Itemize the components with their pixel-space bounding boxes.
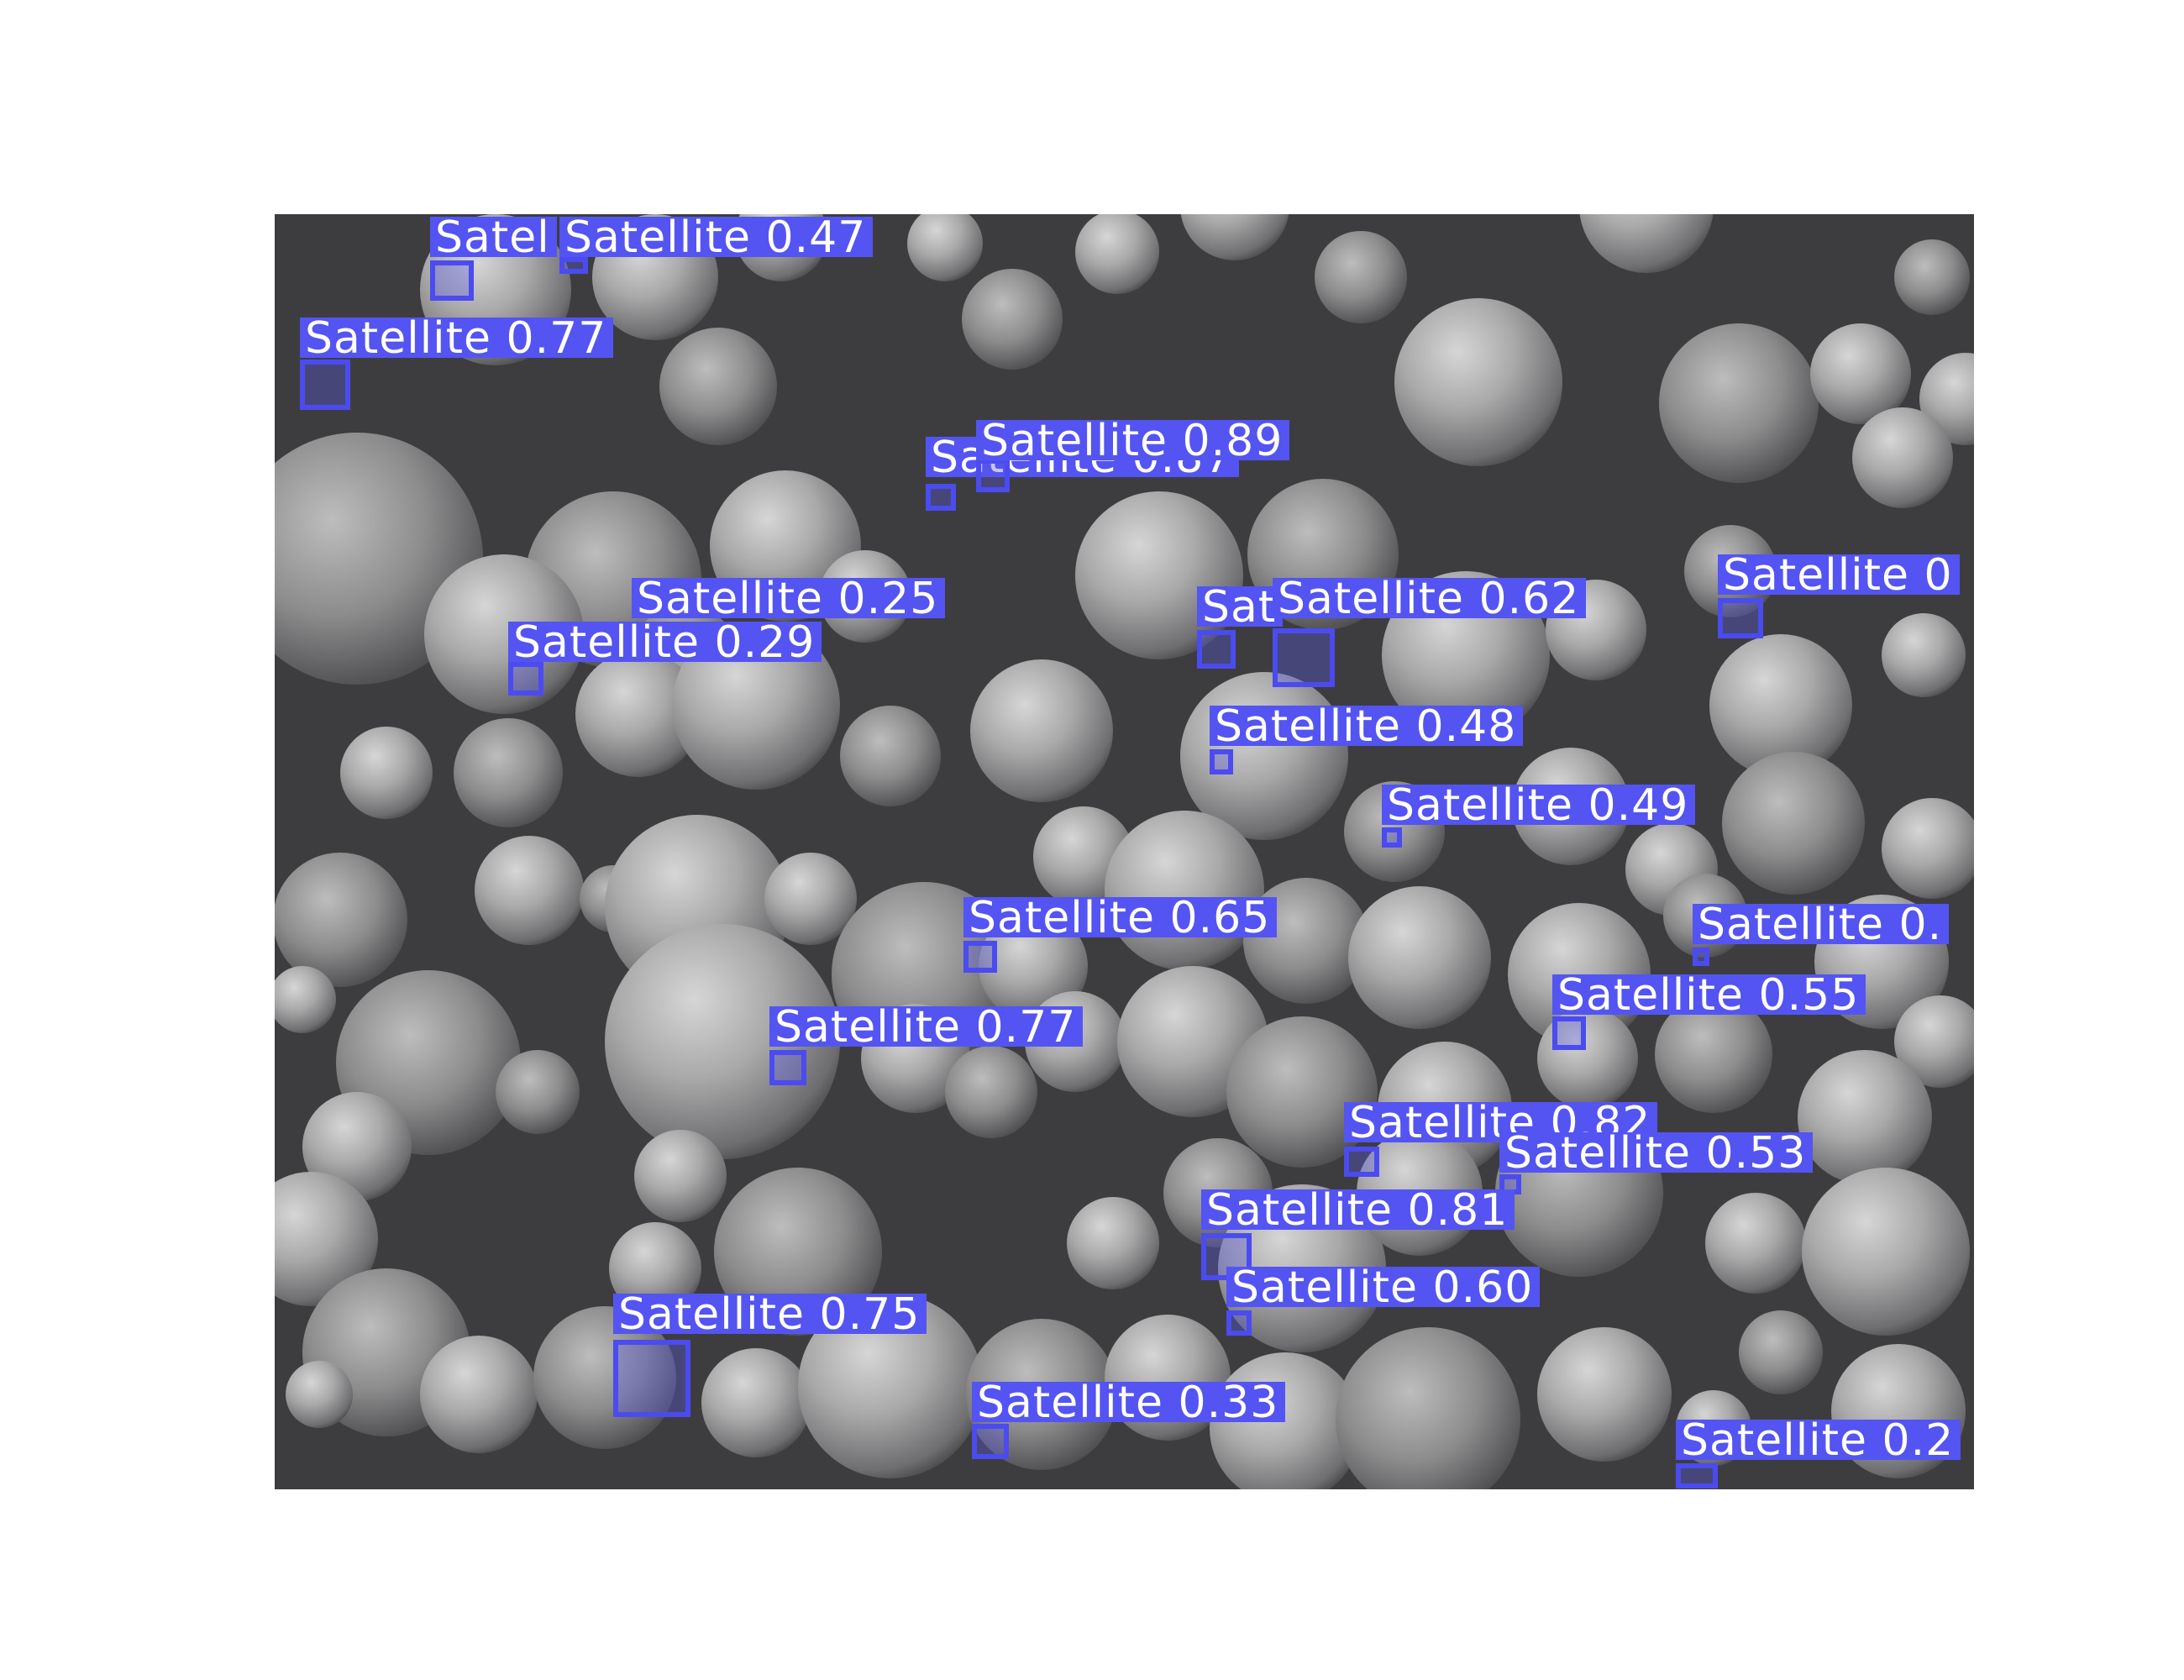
- powder-particle: [1067, 1197, 1159, 1289]
- powder-particle: [1394, 298, 1562, 466]
- powder-particle: [1659, 323, 1819, 483]
- powder-particle: [1894, 239, 1970, 315]
- detection-label: Sat: [1197, 586, 1284, 627]
- powder-particle: [1579, 214, 1714, 273]
- detection-label: Satellite 0.48: [1210, 706, 1524, 746]
- powder-particle: [1180, 214, 1289, 260]
- detection-box: [963, 941, 997, 973]
- powder-particle: [275, 853, 407, 987]
- detection-box: [1552, 1016, 1586, 1050]
- powder-particle: [1226, 1016, 1378, 1168]
- detection-box: [976, 459, 1010, 492]
- powder-particle: [1315, 231, 1407, 323]
- detection-label: Satellite 0.62: [1273, 578, 1587, 618]
- powder-particle: [575, 651, 701, 777]
- powder-particle: [496, 1050, 580, 1134]
- detection-label: Satellite 0.55: [1552, 974, 1866, 1015]
- powder-particle: [1348, 886, 1491, 1029]
- detection-box: [1273, 628, 1335, 687]
- powder-particle: [701, 1348, 811, 1457]
- powder-particle: [1537, 1327, 1672, 1462]
- powder-particle: [907, 214, 983, 281]
- detection-box: [1210, 749, 1233, 774]
- detection-box: [559, 257, 588, 274]
- powder-particle: [275, 1172, 378, 1306]
- powder-particle: [286, 1361, 353, 1428]
- detection-box: [926, 484, 956, 511]
- detection-box: [1344, 1147, 1379, 1177]
- detection-label: Satellite 0.65: [963, 897, 1278, 937]
- powder-particle: [1802, 1168, 1970, 1336]
- detection-box: [1382, 827, 1402, 848]
- powder-particle: [609, 1222, 701, 1315]
- detection-box: [300, 360, 350, 410]
- particle-group: [275, 214, 1974, 1489]
- powder-particle: [605, 924, 840, 1159]
- powder-particle: [454, 718, 563, 827]
- powder-particle: [945, 1046, 1037, 1138]
- detection-label: Satellite 0.49: [1382, 785, 1696, 825]
- detection-label: Satellite 0.25: [632, 578, 946, 618]
- powder-particle: [302, 1092, 412, 1201]
- detection-label: Satel: [430, 217, 557, 257]
- powder-particle: [672, 622, 840, 790]
- detection-box: [1718, 598, 1763, 638]
- detection-box: [508, 662, 543, 696]
- powder-particle: [275, 966, 336, 1033]
- powder-particle: [1894, 995, 1974, 1088]
- powder-particle: [1798, 1050, 1932, 1184]
- detection-label: Satellite 0.75: [613, 1294, 927, 1334]
- powder-particle: [475, 836, 584, 945]
- detection-box: [769, 1050, 806, 1085]
- powder-particle: [962, 269, 1063, 370]
- detection-label: Satellite 0.29: [508, 622, 822, 662]
- detection-label: Satellite 0.81: [1201, 1189, 1515, 1230]
- powder-particle: [420, 1336, 538, 1453]
- detection-label: Satellite 0.89: [976, 420, 1290, 460]
- detection-box: [613, 1340, 690, 1417]
- detection-label: Satellite 0.2: [1676, 1420, 1961, 1460]
- powder-particle: [970, 659, 1113, 802]
- powder-particle: [1705, 1193, 1806, 1294]
- detection-label: Satellite 0.47: [559, 217, 874, 257]
- powder-particle: [840, 706, 941, 806]
- detection-box: [1226, 1310, 1252, 1336]
- detection-label: Satellite 0.53: [1499, 1132, 1814, 1173]
- detection-label: Satellite 0.77: [300, 318, 614, 358]
- detection-box: [430, 260, 474, 301]
- powder-particle: [1537, 1008, 1638, 1109]
- powder-particle: [1709, 634, 1852, 777]
- powder-particle: [340, 727, 433, 819]
- powder-particle: [764, 853, 857, 945]
- powder-particle: [1722, 752, 1865, 895]
- detection-box: [1197, 630, 1236, 669]
- powder-particle: [1739, 1310, 1823, 1394]
- powder-particle: [979, 911, 1088, 1021]
- powder-particle: [634, 1130, 727, 1222]
- powder-particle: [1882, 613, 1966, 697]
- powder-particle: [659, 328, 777, 445]
- powder-particle: [1075, 214, 1159, 294]
- detection-label: Satellite 0.33: [972, 1382, 1286, 1422]
- detection-label: Satellite 0.: [1693, 904, 1950, 944]
- powder-particle: [1336, 1327, 1520, 1489]
- detection-label: Satellite 0.77: [769, 1006, 1084, 1047]
- powder-particle: [1655, 995, 1772, 1113]
- detection-box: [972, 1424, 1009, 1459]
- detection-label: Satellite 0.60: [1226, 1267, 1541, 1307]
- powder-particle: [424, 554, 584, 714]
- detection-box: [1676, 1463, 1718, 1488]
- detection-box: [1693, 948, 1709, 966]
- powder-particle: [1810, 323, 1911, 424]
- detection-label: Satellite 0: [1718, 554, 1960, 595]
- powder-particle: [798, 1294, 983, 1478]
- powder-particle: [1882, 798, 1974, 899]
- powder-particle: [1852, 407, 1953, 508]
